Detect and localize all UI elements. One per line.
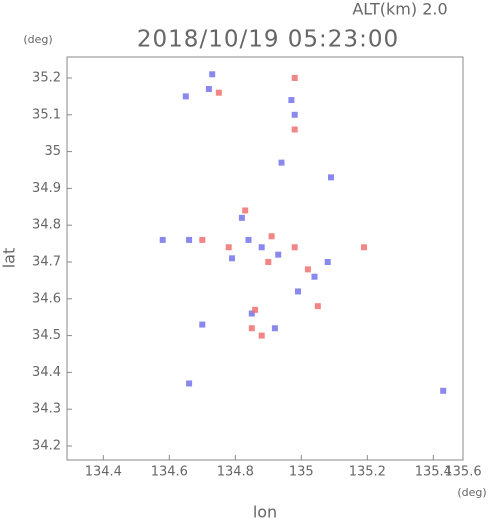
echo-point (186, 380, 193, 387)
echo-point (258, 244, 265, 251)
echo-point (268, 233, 275, 240)
y-tick-label: 34.6 (32, 291, 61, 306)
x-tick-label: 134.6 (151, 465, 188, 480)
y-tick-label: 34.8 (32, 218, 61, 233)
echo-point (265, 258, 272, 265)
echo-point (225, 244, 232, 251)
echo-point (311, 273, 318, 280)
echo-point (278, 159, 285, 166)
y-tick-label: 35.2 (32, 70, 61, 85)
echo-point (238, 214, 245, 221)
x-unit: (deg) (457, 486, 486, 499)
x-tick-label: 135 (289, 465, 314, 480)
x-tick-label: 134.8 (217, 465, 254, 480)
echo-point (258, 332, 265, 339)
y-tick-label: 34.4 (32, 365, 61, 380)
y-tick-label: 35 (44, 144, 61, 159)
echo-point (275, 251, 282, 258)
chart-subtitle: ALT(km) 2.0 (352, 0, 447, 19)
x-tick-label: 134.4 (85, 465, 122, 480)
y-tick-label: 35.1 (32, 107, 61, 122)
echo-point (186, 236, 193, 243)
echo-point (229, 255, 235, 262)
echo-point (291, 126, 298, 133)
y-axis-label: lat (0, 248, 19, 269)
y-tick-label: 34.3 (32, 402, 61, 417)
y-tick-label: 34.2 (32, 439, 61, 454)
echo-point (242, 207, 249, 214)
echo-point (209, 71, 216, 78)
x-tick-label: 135.6 (444, 465, 481, 480)
echo-point (291, 244, 298, 251)
echo-point (248, 325, 255, 332)
echo-point (328, 174, 334, 181)
echo-point (295, 288, 301, 295)
echo-point (288, 97, 295, 104)
echo-point (304, 266, 311, 273)
x-axis-label: lon (253, 503, 277, 521)
echo-point (215, 89, 222, 96)
echo-point (252, 306, 259, 313)
y-tick-label: 34.7 (32, 254, 61, 269)
echo-point (440, 387, 447, 394)
echo-point (205, 86, 212, 93)
echo-point (199, 321, 206, 328)
x-tick-label: 135.4 (415, 465, 452, 480)
echo-point (159, 236, 166, 243)
x-tick-label: 135.2 (349, 465, 386, 480)
y-tick-label: 34.5 (32, 328, 61, 343)
plot-frame (66, 56, 464, 461)
echo-point (314, 303, 321, 310)
echo-point (291, 74, 298, 81)
chart-title: 2018/10/19 05:23:00 (137, 27, 399, 53)
y-unit: (deg) (23, 33, 52, 46)
echo-point (271, 325, 278, 332)
echo-point (248, 310, 255, 317)
echo-point (245, 236, 252, 243)
echo-point (361, 244, 367, 251)
echo-point (199, 236, 206, 243)
echo-point (182, 93, 189, 100)
y-tick-label: 34.9 (32, 181, 61, 196)
echo-point (291, 111, 298, 118)
echo-point (324, 258, 331, 265)
